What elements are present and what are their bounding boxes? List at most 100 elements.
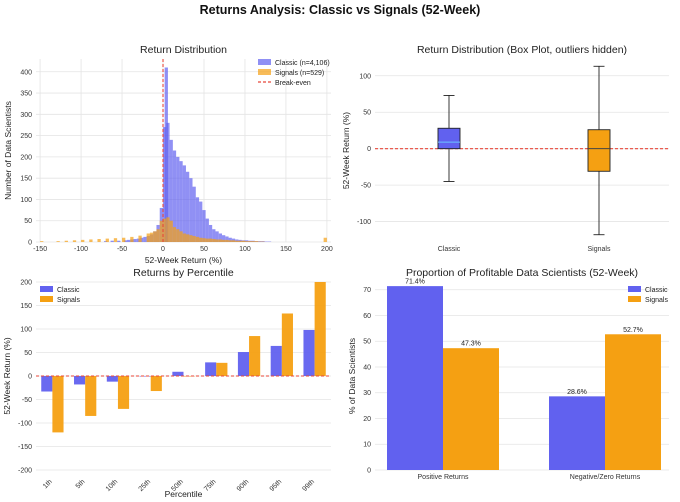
signals-hist-bar xyxy=(228,240,232,242)
signals-hist-bar xyxy=(122,237,126,242)
classic-hist-bar xyxy=(179,161,183,242)
classic-hist-bar xyxy=(104,241,108,242)
legend-swatch xyxy=(258,69,271,75)
y-tick-label: -50 xyxy=(22,397,32,404)
classic-bar xyxy=(303,329,315,376)
y-tick-label: 100 xyxy=(20,327,32,334)
data-label: 71.4% xyxy=(405,279,425,286)
x-tick-label: Negative/Zero Returns xyxy=(570,474,641,481)
y-axis-label: 52-Week Return (%) xyxy=(341,112,351,189)
legend-swatch xyxy=(628,286,641,292)
y-tick-label: 0 xyxy=(28,374,32,381)
figure-title: Returns Analysis: Classic vs Signals (52… xyxy=(200,3,481,17)
panel-title: Proportion of Profitable Data Scientists… xyxy=(406,267,638,279)
data-label: 28.6% xyxy=(567,389,587,396)
y-tick-label: 200 xyxy=(20,154,32,161)
x-tick-label: -50 xyxy=(117,246,127,253)
x-tick-label: -150 xyxy=(33,246,47,253)
y-tick-label: 40 xyxy=(363,364,371,371)
signals-hist-bar xyxy=(189,235,193,242)
signals-hist-bar xyxy=(64,240,68,242)
signals-bar xyxy=(281,313,293,376)
box xyxy=(437,127,461,150)
signals-hist-bar xyxy=(56,241,60,242)
x-tick-label: 99th xyxy=(301,478,316,493)
classic-hist-bar xyxy=(189,178,193,242)
y-tick-label: 100 xyxy=(359,73,371,80)
signals-hist-bar xyxy=(192,236,196,242)
classic-hist-bar xyxy=(164,67,168,242)
legend-swatch xyxy=(40,296,53,302)
signals-hist-bar xyxy=(138,235,142,242)
classic-hist-bar xyxy=(225,236,229,242)
classic-bar xyxy=(172,371,184,376)
signals-hist-bar xyxy=(205,238,209,242)
signals-hist-bar xyxy=(323,237,327,242)
x-tick-label: Signals xyxy=(588,246,611,253)
classic-bar xyxy=(205,362,217,376)
y-axis-label: 52-Week Return (%) xyxy=(2,337,12,414)
y-tick-label: 350 xyxy=(20,91,32,98)
signals-hist-bar xyxy=(72,240,77,242)
classic-hist-bar xyxy=(166,122,170,242)
classic-bar xyxy=(41,376,53,392)
x-tick-label: Classic xyxy=(438,246,461,253)
classic-hist-bar xyxy=(202,210,206,242)
classic-hist-bar xyxy=(182,165,186,242)
signals-hist-bar xyxy=(105,238,109,242)
x-tick-label: 50 xyxy=(200,246,208,253)
signals-hist-bar xyxy=(163,218,167,242)
signals-bar xyxy=(183,376,195,377)
classic-hist-bar xyxy=(212,229,216,242)
y-tick-label: 50 xyxy=(363,110,371,117)
panel-title: Return Distribution (Box Plot, outliers … xyxy=(417,44,627,56)
legend-label: Classic (n=4,106) xyxy=(275,60,330,67)
classic-bar xyxy=(74,376,86,385)
signals-hist-bar xyxy=(212,239,216,242)
x-tick-label: 150 xyxy=(280,246,292,253)
classic-hist-bar xyxy=(208,224,213,242)
x-tick-label: 5th xyxy=(75,478,87,490)
signals-hist-bar xyxy=(89,239,93,242)
signals-hist-bar xyxy=(149,232,154,242)
classic-hist-bar xyxy=(215,231,219,242)
signals-hist-bar xyxy=(159,220,164,242)
signals-hist-bar xyxy=(146,233,150,242)
classic-hist-bar xyxy=(222,235,226,242)
legend-label: Signals xyxy=(57,297,80,304)
signals-hist-bar xyxy=(195,236,200,242)
classic-bar xyxy=(387,286,443,470)
signals-bar xyxy=(117,376,130,409)
x-axis-label: 52-Week Return (%) xyxy=(145,255,222,265)
y-tick-label: -50 xyxy=(361,183,371,190)
signals-hist-bar xyxy=(222,239,226,242)
signals-hist-bar xyxy=(235,240,239,242)
x-tick-label: 10th xyxy=(105,478,120,493)
signals-hist-bar xyxy=(185,234,190,242)
classic-hist-bar xyxy=(185,171,190,242)
classic-hist-bar xyxy=(199,201,203,242)
signals-hist-bar xyxy=(169,220,173,242)
signals-bar xyxy=(314,282,326,376)
y-tick-label: 50 xyxy=(24,218,32,225)
signals-hist-bar xyxy=(202,238,206,242)
signals-hist-bar xyxy=(218,239,223,242)
signals-hist-bar xyxy=(208,238,213,242)
y-tick-label: -200 xyxy=(18,468,32,475)
x-tick-label: 90th xyxy=(236,478,251,493)
legend-swatch xyxy=(628,296,641,302)
y-tick-label: 30 xyxy=(363,390,371,397)
classic-hist-bar xyxy=(117,240,121,242)
y-axis-label: % of Data Scientists xyxy=(347,338,357,414)
legend-label: Signals xyxy=(645,297,668,304)
signals-hist-bar xyxy=(182,233,186,242)
legend-label: Classic xyxy=(57,287,80,294)
signals-bar xyxy=(85,376,97,416)
signals-hist-bar xyxy=(40,241,44,242)
y-tick-label: 0 xyxy=(367,468,371,475)
y-tick-label: -150 xyxy=(18,444,32,451)
signals-bar xyxy=(443,348,499,470)
classic-hist-bar xyxy=(133,239,137,242)
signals-hist-bar xyxy=(231,240,236,242)
x-tick-label: 1th xyxy=(42,478,54,490)
